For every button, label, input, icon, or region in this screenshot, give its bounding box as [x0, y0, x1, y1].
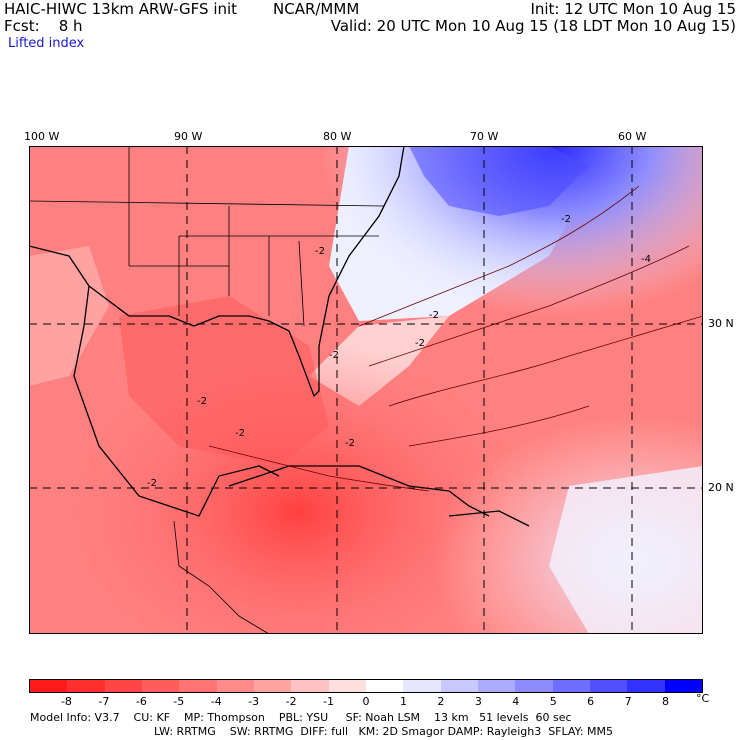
contour-label: -2: [147, 478, 157, 489]
colorbar-tick-label: 0: [362, 695, 370, 708]
borders: [29, 146, 385, 634]
contour-label: -4: [641, 254, 651, 265]
lon-label-70w: 70 W: [470, 130, 499, 143]
colorbar-tick-label: -6: [135, 695, 147, 708]
forecast-hour: Fcst: 8 h: [4, 17, 83, 35]
colorbar-tick-label: 3: [474, 695, 482, 708]
colorbar-tick-label: 8: [662, 695, 670, 708]
contour-label: -2: [345, 438, 355, 449]
lon-label-60w: 60 W: [618, 130, 647, 143]
contour-label: -2: [235, 428, 245, 439]
colorbar-tick-label: 7: [624, 695, 632, 708]
contour-label: -2: [561, 214, 571, 225]
lat-label-30n: 30 N: [708, 317, 734, 330]
physics-info: LW: RRTMG SW: RRTMG DIFF: full KM: 2D Sm…: [154, 725, 614, 738]
colorbar-tick-label: -1: [323, 695, 335, 708]
colorbar-cell: [328, 680, 366, 692]
colorbar-cell: [515, 680, 553, 692]
colorbar-cell: [141, 680, 180, 692]
contours: [208, 185, 703, 492]
colorbar-tick-label: 4: [512, 695, 520, 708]
lat-lon-grid: [29, 146, 703, 634]
colorbar-tick-label: -4: [210, 695, 222, 708]
contour-label: -2: [329, 350, 339, 361]
colorbar-cell: [477, 680, 516, 692]
contour-label: -2: [415, 338, 425, 349]
colorbar-cell: [216, 680, 254, 692]
colorbar-tick-label: -7: [98, 695, 110, 708]
colorbar-cell: [589, 680, 628, 692]
colorbar-cell: [403, 680, 441, 692]
colorbar-unit: °C: [696, 692, 710, 705]
field-name: Lifted index: [8, 36, 85, 51]
colorbar-tick-label: 5: [549, 695, 557, 708]
colorbar-tick-label: -5: [173, 695, 185, 708]
colorbar-cell: [365, 680, 404, 692]
colorbar-cell: [179, 680, 217, 692]
colorbar-tick-label: 6: [587, 695, 595, 708]
contour-label: -2: [429, 310, 439, 321]
texas-pale: [29, 246, 109, 386]
colorbar-cell: [67, 680, 105, 692]
colorbar-tick-label: 2: [437, 695, 445, 708]
model-title: HAIC-HIWC 13km ARW-GFS init: [4, 0, 238, 18]
colorbar-cell: [30, 680, 68, 692]
southeast-pale: [549, 466, 703, 634]
colorbar-cell: [104, 680, 142, 692]
contour-label: -2: [197, 396, 207, 407]
colorbar-cell: [291, 680, 329, 692]
colorbar: [29, 679, 703, 693]
lon-label-90w: 90 W: [174, 130, 203, 143]
colorbar-cell: [552, 680, 590, 692]
colorbar-cell: [627, 680, 665, 692]
colorbar-tick-label: 1: [399, 695, 407, 708]
center-name: NCAR/MMM: [273, 0, 360, 18]
colorbar-tick-label: -8: [60, 695, 72, 708]
colorbar-tick-label: -3: [248, 695, 260, 708]
lon-label-80w: 80 W: [323, 130, 352, 143]
init-time: Init: 12 UTC Mon 10 Aug 15: [530, 0, 736, 18]
lon-label-100w: 100 W: [24, 130, 60, 143]
colorbar-cell: [253, 680, 292, 692]
map-frame: [29, 146, 703, 634]
lat-label-20n: 20 N: [708, 481, 734, 494]
colorbar-cell: [664, 680, 702, 692]
lifted-index-map: -2 -2 -2 -2 -2 -2 -2 -4 -2 -2: [29, 146, 703, 634]
colorbar-tick-label: -2: [285, 695, 297, 708]
valid-time: Valid: 20 UTC Mon 10 Aug 15 (18 LDT Mon …: [330, 17, 736, 35]
colorbar-cell: [440, 680, 478, 692]
model-info: Model Info: V3.7 CU: KF MP: Thompson PBL…: [30, 711, 572, 724]
contour-label: -2: [315, 246, 325, 257]
